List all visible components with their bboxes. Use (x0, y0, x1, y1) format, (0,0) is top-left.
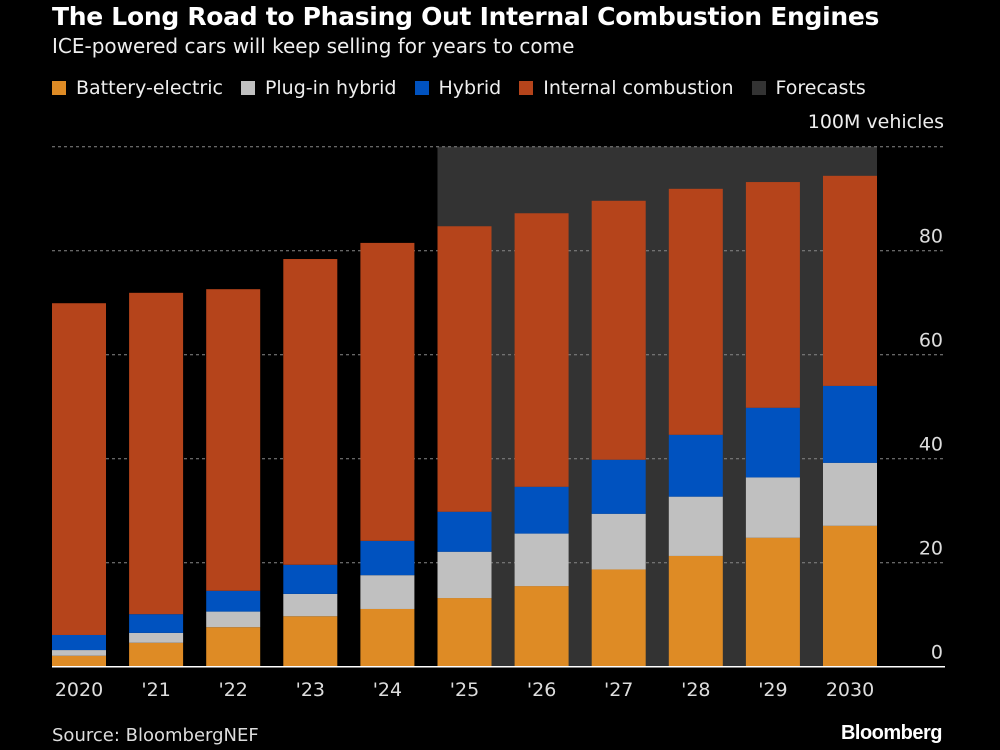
bar-segment-battery-electric (360, 608, 415, 667)
bar-segment-hybrid (360, 540, 415, 576)
bar-segment-internal-combustion (206, 289, 261, 591)
legend-label: Forecasts (775, 77, 866, 99)
bar-segment-plug-in-hybrid (745, 477, 800, 538)
x-tick-label: '25 (450, 679, 479, 701)
x-tick-label: '24 (373, 679, 402, 701)
bar-segment-plug-in-hybrid (514, 533, 569, 587)
bar-segment-internal-combustion (668, 188, 723, 435)
x-tick-label: '22 (218, 679, 247, 701)
legend-label: Battery-electric (76, 77, 223, 99)
legend-swatch (240, 81, 255, 95)
legend-label: Hybrid (438, 77, 502, 99)
bar-segment-battery-electric (591, 569, 646, 667)
legend-item-forecasts: Forecasts (751, 77, 866, 99)
bar-segment-hybrid (823, 385, 877, 463)
bar-segment-internal-combustion (283, 259, 338, 565)
bar-segment-internal-combustion (360, 242, 415, 541)
bar-segment-battery-electric (437, 598, 492, 667)
bar-segment-hybrid (52, 634, 106, 651)
x-tick-label: '29 (758, 679, 787, 701)
x-tick-label: 2020 (55, 679, 103, 701)
y-tick-label: 60 (919, 330, 943, 352)
legend-swatch (52, 81, 66, 95)
x-tick-label: '28 (681, 679, 710, 701)
bar-segment-plug-in-hybrid (437, 551, 492, 599)
legend-item-battery-electric: Battery-electric (52, 77, 223, 99)
bar-segment-hybrid (129, 614, 184, 633)
source-note: Source: BloombergNEF (52, 725, 259, 746)
bloomberg-logo: Bloomberg (840, 722, 943, 744)
legend-label: Plug-in hybrid (264, 77, 397, 99)
bar-segment-plug-in-hybrid (591, 513, 646, 570)
bar-segment-internal-combustion (52, 303, 106, 635)
legend-label: Internal combustion (543, 77, 734, 99)
chart-subtitle: ICE-powered cars will keep selling for y… (52, 34, 575, 58)
bar-segment-hybrid (591, 459, 646, 514)
bar-segment-battery-electric (52, 655, 106, 667)
bar-segment-hybrid (745, 407, 800, 478)
bar-segment-battery-electric (745, 537, 800, 667)
x-tick-label: '21 (141, 679, 170, 701)
x-tick-label: '26 (527, 679, 556, 701)
bar-segment-battery-electric (514, 586, 569, 667)
bar-segment-plug-in-hybrid (823, 462, 877, 526)
bar-segment-battery-electric (668, 555, 723, 667)
bar-segment-hybrid (514, 486, 569, 534)
y-tick-label: 20 (919, 538, 943, 560)
x-tick-label: '27 (604, 679, 633, 701)
bar-segment-internal-combustion (745, 182, 800, 408)
bar-segment-plug-in-hybrid (52, 650, 106, 656)
y-axis-unit-label: 100M vehicles (807, 111, 944, 133)
legend: Battery-electric Plug-in hybrid Hybrid I… (52, 77, 884, 99)
bar-segment-internal-combustion (129, 292, 184, 615)
legend-item-hybrid: Hybrid (414, 77, 502, 99)
x-tick-label: '23 (296, 679, 325, 701)
bar-segment-plug-in-hybrid (283, 593, 338, 617)
bar-segment-hybrid (668, 434, 723, 497)
bar-segment-battery-electric (823, 525, 877, 667)
legend-swatch (519, 81, 534, 95)
bar-segment-battery-electric (283, 616, 338, 667)
bar-segment-plug-in-hybrid (206, 611, 261, 628)
bar-segment-battery-electric (206, 627, 261, 667)
chart-title: The Long Road to Phasing Out Internal Co… (52, 2, 880, 31)
bar-segment-plug-in-hybrid (129, 632, 184, 643)
bar-segment-internal-combustion (823, 175, 877, 386)
bar-segment-hybrid (437, 511, 492, 552)
bar-segment-internal-combustion (591, 200, 646, 460)
x-tick-label: 2030 (826, 679, 874, 701)
bar-segment-internal-combustion (514, 213, 569, 487)
bar-segment-hybrid (206, 590, 261, 612)
bar-segment-internal-combustion (437, 226, 492, 512)
y-tick-label: 80 (919, 226, 943, 248)
legend-swatch (751, 81, 766, 95)
y-tick-label: 40 (919, 434, 943, 456)
legend-item-internal-combustion: Internal combustion (519, 77, 734, 99)
legend-swatch (414, 81, 429, 95)
forecast-region (437, 146, 877, 667)
bar-segment-battery-electric (129, 642, 184, 667)
bar-segment-plug-in-hybrid (360, 575, 415, 609)
legend-item-plug-in-hybrid: Plug-in hybrid (240, 77, 397, 99)
bar-segment-hybrid (283, 564, 338, 594)
y-tick-label: 0 (931, 642, 943, 664)
bar-segment-plug-in-hybrid (668, 496, 723, 556)
